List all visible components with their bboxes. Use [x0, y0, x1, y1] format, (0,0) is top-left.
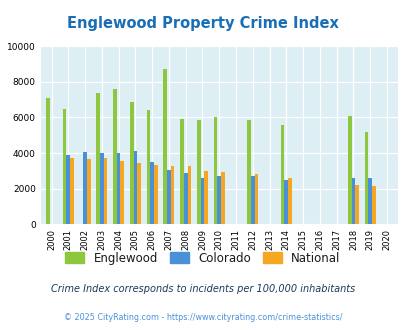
Bar	[254, 174, 258, 224]
Bar	[120, 161, 124, 224]
Bar	[103, 158, 107, 224]
Bar	[200, 178, 204, 224]
Bar	[100, 153, 103, 224]
Bar	[63, 109, 66, 224]
Bar	[117, 153, 120, 224]
Bar	[153, 165, 157, 224]
Bar	[187, 166, 191, 224]
Bar	[196, 120, 200, 224]
Bar	[221, 172, 224, 224]
Text: Englewood Property Crime Index: Englewood Property Crime Index	[67, 16, 338, 31]
Bar	[163, 69, 167, 224]
Text: © 2025 CityRating.com - https://www.cityrating.com/crime-statistics/: © 2025 CityRating.com - https://www.city…	[64, 313, 341, 322]
Bar	[364, 132, 367, 224]
Bar	[288, 178, 291, 224]
Bar	[46, 98, 49, 224]
Bar	[354, 185, 358, 224]
Bar	[250, 176, 254, 224]
Bar	[130, 102, 133, 224]
Bar	[367, 178, 371, 224]
Bar	[87, 159, 90, 224]
Bar	[113, 89, 117, 224]
Bar	[70, 158, 74, 224]
Text: Crime Index corresponds to incidents per 100,000 inhabitants: Crime Index corresponds to incidents per…	[51, 284, 354, 294]
Bar	[171, 166, 174, 224]
Bar	[280, 125, 284, 224]
Bar	[371, 186, 375, 224]
Bar	[133, 151, 137, 224]
Bar	[247, 120, 250, 224]
Bar	[213, 116, 217, 224]
Bar	[167, 170, 171, 224]
Bar	[284, 180, 288, 224]
Bar	[180, 119, 183, 224]
Bar	[204, 171, 207, 224]
Bar	[137, 163, 141, 224]
Bar	[217, 176, 221, 224]
Bar	[146, 110, 150, 224]
Bar	[96, 93, 100, 224]
Bar	[150, 162, 153, 224]
Legend: Englewood, Colorado, National: Englewood, Colorado, National	[61, 247, 344, 269]
Bar	[351, 178, 354, 224]
Bar	[347, 116, 351, 224]
Bar	[83, 152, 87, 224]
Bar	[183, 173, 187, 224]
Bar	[66, 155, 70, 224]
